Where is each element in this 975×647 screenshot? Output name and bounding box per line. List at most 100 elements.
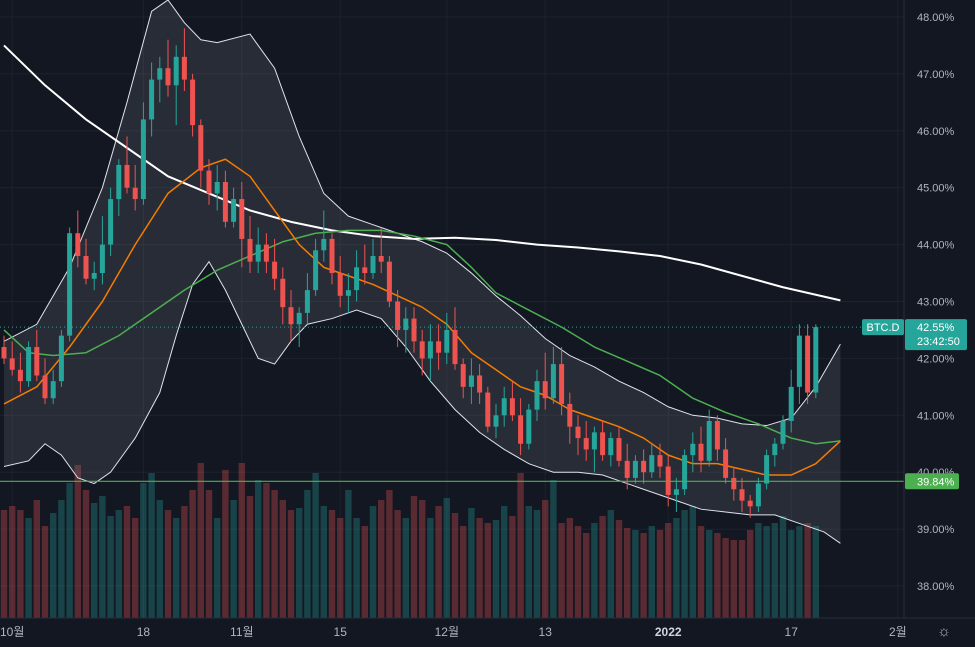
volume-bar xyxy=(451,513,459,618)
price-tick-label: 47.00% xyxy=(917,69,955,81)
volume-bar xyxy=(615,520,623,618)
candle-down xyxy=(288,290,294,342)
chart-settings-icon[interactable]: ☼ xyxy=(937,623,951,640)
candle-down xyxy=(181,28,187,91)
candle-body xyxy=(559,364,565,404)
candle-down xyxy=(9,341,15,376)
candle-body xyxy=(26,347,32,382)
candle-down xyxy=(132,164,138,211)
volume-bar xyxy=(394,510,401,618)
volume-bar xyxy=(58,500,65,618)
time-tick-label: 17 xyxy=(785,625,799,639)
price-tick-label: 45.00% xyxy=(917,183,955,195)
candle-down xyxy=(616,426,622,467)
candle-up xyxy=(67,227,73,342)
candle-down xyxy=(509,381,515,421)
candle-body xyxy=(181,56,187,80)
candle-body xyxy=(165,68,171,86)
candle-up xyxy=(796,324,802,404)
volume-bar xyxy=(665,523,672,618)
volume-bar xyxy=(410,496,418,618)
level-tag-label: 39.84% xyxy=(917,476,955,488)
candle-up xyxy=(91,261,97,291)
volume-bar xyxy=(205,490,213,618)
volume-bar xyxy=(99,496,106,618)
candle-body xyxy=(788,386,794,421)
candle-up xyxy=(354,250,360,302)
volume-bar xyxy=(115,510,122,618)
candle-body xyxy=(567,403,573,427)
candle-down xyxy=(452,307,458,370)
volume-bar xyxy=(287,510,295,618)
candle-up xyxy=(116,159,122,217)
volume-bar xyxy=(788,530,795,618)
candle-body xyxy=(91,273,97,279)
candle-up xyxy=(780,415,786,450)
volume-bar xyxy=(107,516,114,618)
candle-body xyxy=(395,301,401,330)
candlesticks xyxy=(1,28,819,518)
time-tick-label: 2월 xyxy=(889,625,907,639)
candle-body xyxy=(67,233,73,336)
candle-body xyxy=(723,449,729,478)
candle-body xyxy=(247,238,253,262)
candle-body xyxy=(714,420,720,450)
volume-bar xyxy=(197,463,204,618)
volume-bar xyxy=(656,530,664,618)
candle-down xyxy=(723,438,729,484)
candle-up xyxy=(608,432,614,467)
volume-bar xyxy=(542,500,549,618)
candle-down xyxy=(411,307,417,353)
candle-down xyxy=(17,352,23,393)
volume-bar xyxy=(509,516,516,618)
candle-body xyxy=(403,318,409,330)
candle-body xyxy=(313,250,319,291)
volume-bar xyxy=(263,483,270,618)
candle-body xyxy=(214,182,220,194)
volume-bar xyxy=(279,500,286,618)
candle-down xyxy=(206,159,212,205)
price-axis[interactable]: 48.00% 47.00% 46.00% 45.00% 44.00% 43.00% 42.0… xyxy=(903,0,955,618)
candle-body xyxy=(501,398,507,416)
volume-bar xyxy=(156,500,163,618)
volume-bar xyxy=(386,490,393,618)
candle-up xyxy=(813,324,819,399)
candle-up xyxy=(690,432,696,473)
grid-lines xyxy=(0,0,904,618)
candle-body xyxy=(124,164,130,188)
volume-bar xyxy=(706,530,713,618)
candle-down xyxy=(559,347,565,416)
volume-bar xyxy=(566,518,573,618)
candle-down xyxy=(263,233,269,274)
candle-body xyxy=(468,375,474,387)
candle-down xyxy=(731,466,737,501)
volume-bar xyxy=(673,518,680,618)
time-axis[interactable]: 10월 18 11월 15 12월 13 2022 17 2월 xyxy=(0,617,975,639)
candle-down xyxy=(477,364,483,404)
candle-body xyxy=(575,426,581,439)
last-price-tag xyxy=(905,319,967,351)
candle-up xyxy=(255,227,261,274)
volume-bar xyxy=(74,465,81,618)
volume-bar xyxy=(558,523,565,618)
volume-bar xyxy=(17,510,24,618)
candle-down xyxy=(419,329,425,376)
volume-bar xyxy=(525,506,532,618)
last-price-label: 42.55% xyxy=(917,322,955,334)
candle-body xyxy=(411,318,417,342)
time-tick-label: 11월 xyxy=(230,625,254,639)
candle-down xyxy=(747,494,753,518)
volume-bar xyxy=(501,506,508,618)
candle-body xyxy=(780,420,786,444)
volume-bar xyxy=(82,490,90,618)
volume-bar xyxy=(181,506,188,618)
candle-body xyxy=(755,483,761,507)
candle-body xyxy=(542,381,548,399)
candle-body xyxy=(526,409,532,444)
candle-body xyxy=(345,290,351,296)
candle-up xyxy=(755,477,761,513)
volume-bar xyxy=(632,530,639,618)
volume-bar xyxy=(164,510,172,618)
